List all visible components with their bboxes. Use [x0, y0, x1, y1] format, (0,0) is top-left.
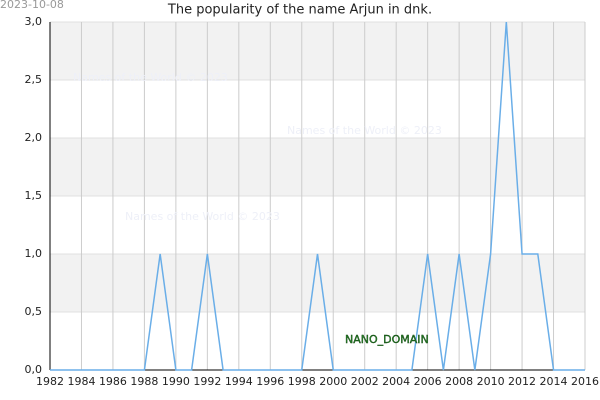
x-tick-label: 2008: [445, 375, 473, 388]
x-tick-label: 2006: [414, 375, 442, 388]
y-tick-label: 2,5: [25, 73, 43, 86]
grid-band: [50, 22, 585, 80]
x-tick-label: 2000: [319, 375, 347, 388]
watermark: Names of the World © 2023: [125, 210, 280, 223]
x-tick-label: 1992: [193, 375, 221, 388]
x-tick-label: 1998: [288, 375, 316, 388]
y-tick-label: 1,5: [25, 189, 43, 202]
grid-band: [50, 254, 585, 312]
grid-band: [50, 138, 585, 196]
y-tick-label: 3,0: [25, 15, 43, 28]
watermark: Names of the World © 2023: [73, 71, 228, 84]
x-tick-label: 1984: [67, 375, 95, 388]
x-tick-label: 2014: [540, 375, 568, 388]
x-tick-label: 2012: [508, 375, 536, 388]
x-tick-label: 1982: [36, 375, 64, 388]
x-tick-label: 2002: [351, 375, 379, 388]
y-tick-label: 0,5: [25, 305, 43, 318]
x-tick-label: 1990: [162, 375, 190, 388]
y-tick-label: 0,0: [25, 363, 43, 376]
x-tick-label: 1986: [99, 375, 127, 388]
domain-label: NANO_DOMAIN: [345, 333, 429, 346]
x-tick-label: 1996: [256, 375, 284, 388]
y-tick-label: 1,0: [25, 247, 43, 260]
y-tick-label: 2,0: [25, 131, 43, 144]
x-tick-label: 1994: [225, 375, 253, 388]
x-tick-label: 2016: [571, 375, 599, 388]
x-tick-label: 2004: [382, 375, 410, 388]
x-tick-label: 1988: [130, 375, 158, 388]
x-tick-label: 2010: [477, 375, 505, 388]
data-line: [50, 21, 585, 371]
watermark: Names of the World © 2023: [287, 124, 442, 137]
date-stamp: 2023-10-08: [0, 0, 64, 11]
chart-title: The popularity of the name Arjun in dnk.: [167, 3, 432, 18]
